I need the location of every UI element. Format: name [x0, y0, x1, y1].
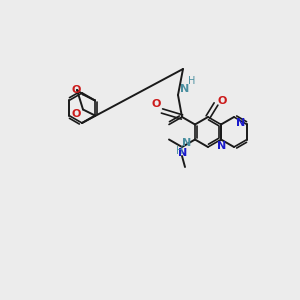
Text: O: O [71, 109, 81, 118]
Text: N: N [180, 84, 190, 94]
Text: H: H [176, 146, 184, 155]
Text: N: N [182, 137, 192, 148]
Text: O: O [217, 96, 227, 106]
Text: O: O [151, 99, 161, 109]
Text: N: N [218, 140, 226, 151]
Text: O: O [71, 85, 81, 95]
Text: H: H [188, 76, 196, 86]
Text: N: N [236, 118, 246, 128]
Text: N: N [178, 148, 188, 158]
